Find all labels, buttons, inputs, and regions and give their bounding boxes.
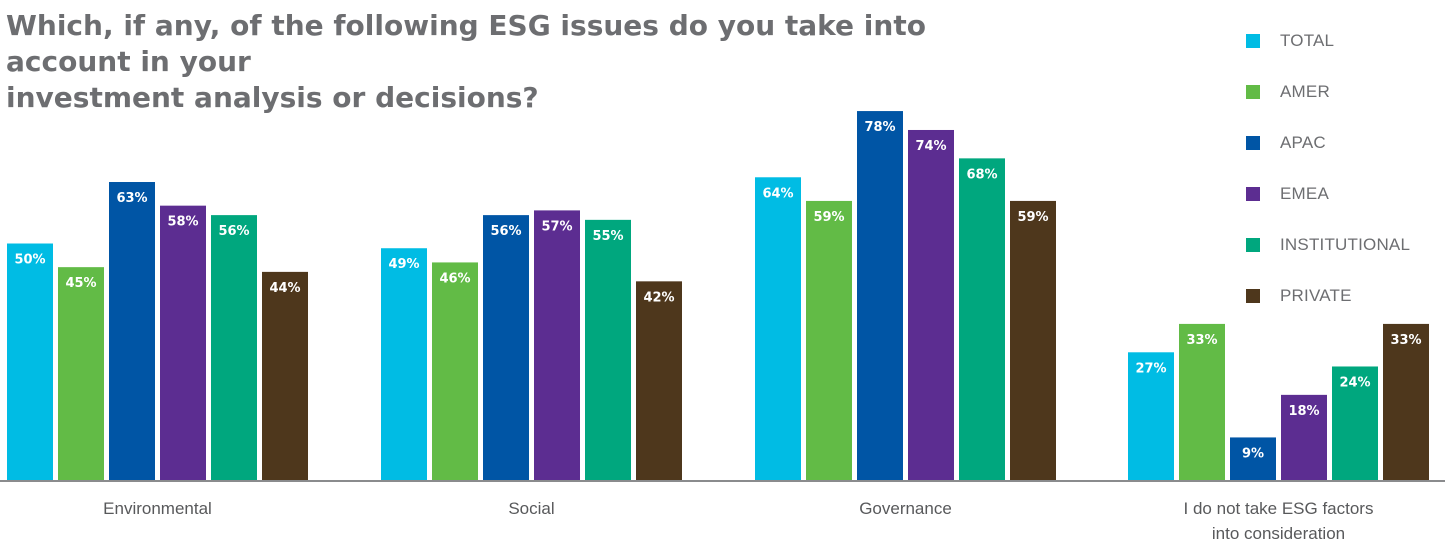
bar-i-do-not-take-esg-factors-into-consideration-institutional xyxy=(1332,366,1378,480)
legend-swatch-institutional xyxy=(1246,237,1260,252)
bar-environmental-emea xyxy=(160,205,206,480)
legend-label-total: TOTAL xyxy=(1280,30,1335,50)
legend-swatch-amer xyxy=(1246,84,1260,99)
bar-environmental-private xyxy=(262,271,308,480)
legend-label-private: PRIVATE xyxy=(1280,285,1352,305)
data-label-i-do-not-take-esg-factors-into-consideration-apac: 9% xyxy=(1242,446,1264,461)
bar-i-do-not-take-esg-factors-into-consideration-amer xyxy=(1179,323,1225,480)
legend-item-emea: EMEA xyxy=(1246,168,1410,219)
bar-governance-amer xyxy=(806,200,852,480)
data-label-environmental-institutional: 56% xyxy=(218,224,249,239)
category-label-line: Governance xyxy=(859,499,952,518)
bar-environmental-institutional xyxy=(211,215,257,480)
category-label-environmental: Environmental xyxy=(103,499,212,518)
data-label-social-total: 49% xyxy=(388,257,419,272)
data-label-i-do-not-take-esg-factors-into-consideration-total: 27% xyxy=(1135,361,1166,376)
data-label-environmental-amer: 45% xyxy=(65,276,96,291)
data-label-i-do-not-take-esg-factors-into-consideration-amer: 33% xyxy=(1186,333,1217,348)
legend-swatch-apac xyxy=(1246,135,1260,150)
data-label-social-apac: 56% xyxy=(490,224,521,239)
bar-governance-institutional xyxy=(959,158,1005,481)
legend-label-apac: APAC xyxy=(1280,132,1326,152)
data-label-governance-total: 64% xyxy=(762,186,793,201)
bar-social-emea xyxy=(534,210,580,480)
data-label-environmental-emea: 58% xyxy=(167,215,198,230)
category-label-governance: Governance xyxy=(859,499,952,518)
data-label-social-institutional: 55% xyxy=(592,229,623,244)
category-label-i-do-not-take-esg-factors-into-consideration: I do not take ESG factors into considerat… xyxy=(1184,499,1374,543)
chart-title-line-1: Which, if any, of the following ESG issu… xyxy=(6,9,926,78)
data-label-governance-amer: 59% xyxy=(813,210,844,225)
bar-social-institutional xyxy=(585,219,631,480)
chart-title: Which, if any, of the following ESG issu… xyxy=(6,8,1006,116)
bar-i-do-not-take-esg-factors-into-consideration-emea xyxy=(1281,394,1327,480)
data-label-social-emea: 57% xyxy=(541,219,572,234)
data-label-i-do-not-take-esg-factors-into-consideration-emea: 18% xyxy=(1288,404,1319,419)
bar-group-environmental: 50% 45% 63% 58% 56% 44% xyxy=(7,182,308,480)
legend-item-total: TOTAL xyxy=(1246,15,1410,66)
legend-label-institutional: INSTITUTIONAL xyxy=(1280,234,1411,254)
data-label-environmental-total: 50% xyxy=(14,253,45,268)
bar-group-i-do-not-take-esg-factors-into-consideration: 27% 33% 9% 18% 24% 33% xyxy=(1128,323,1429,480)
bar-i-do-not-take-esg-factors-into-consideration-apac xyxy=(1230,437,1276,480)
data-label-i-do-not-take-esg-factors-into-consideration-private: 33% xyxy=(1390,333,1421,348)
legend-swatch-emea xyxy=(1246,186,1260,201)
bar-i-do-not-take-esg-factors-into-consideration-total xyxy=(1128,352,1174,480)
legend-item-institutional: INSTITUTIONAL xyxy=(1246,219,1410,270)
legend: TOTAL AMER APAC EMEA INSTITUTIONAL PRIVA… xyxy=(1246,15,1410,321)
legend-label-emea: EMEA xyxy=(1280,183,1329,203)
data-label-social-amer: 46% xyxy=(439,271,470,286)
data-label-governance-private: 59% xyxy=(1017,210,1048,225)
legend-label-amer: AMER xyxy=(1280,81,1330,101)
bar-governance-apac xyxy=(857,111,903,480)
category-label-social: Social xyxy=(508,499,554,518)
bar-i-do-not-take-esg-factors-into-consideration-private xyxy=(1383,323,1429,480)
bar-social-apac xyxy=(483,215,529,480)
bar-group-governance: 64% 59% 78% 74% 68% 59% xyxy=(755,111,1056,481)
bar-environmental-amer xyxy=(58,267,104,480)
data-label-governance-apac: 78% xyxy=(864,120,895,135)
legend-item-amer: AMER xyxy=(1246,66,1410,117)
bar-environmental-apac xyxy=(109,182,155,480)
legend-swatch-total xyxy=(1246,33,1260,48)
bar-environmental-total xyxy=(7,243,53,480)
data-label-governance-emea: 74% xyxy=(915,139,946,154)
bar-governance-private xyxy=(1010,200,1056,480)
bar-governance-emea xyxy=(908,129,954,481)
chart-title-line-2: investment analysis or decisions? xyxy=(6,81,539,114)
bar-group-social: 49% 46% 56% 57% 55% 42% xyxy=(381,210,682,480)
bar-social-private xyxy=(636,281,682,480)
legend-item-private: PRIVATE xyxy=(1246,270,1410,321)
category-label-line: Environmental xyxy=(103,499,212,518)
category-label-line: I do not take ESG factors xyxy=(1184,499,1374,518)
category-label-line: into consideration xyxy=(1212,524,1345,543)
legend-item-apac: APAC xyxy=(1246,117,1410,168)
legend-swatch-private xyxy=(1246,288,1260,303)
bar-social-amer xyxy=(432,262,478,480)
data-label-i-do-not-take-esg-factors-into-consideration-institutional: 24% xyxy=(1339,375,1370,390)
bar-governance-total xyxy=(755,177,801,480)
data-label-social-private: 42% xyxy=(643,290,674,305)
data-label-environmental-private: 44% xyxy=(269,281,300,296)
data-label-environmental-apac: 63% xyxy=(116,191,147,206)
bar-social-total xyxy=(381,248,427,480)
data-label-governance-institutional: 68% xyxy=(966,167,997,182)
category-label-line: Social xyxy=(508,499,554,518)
